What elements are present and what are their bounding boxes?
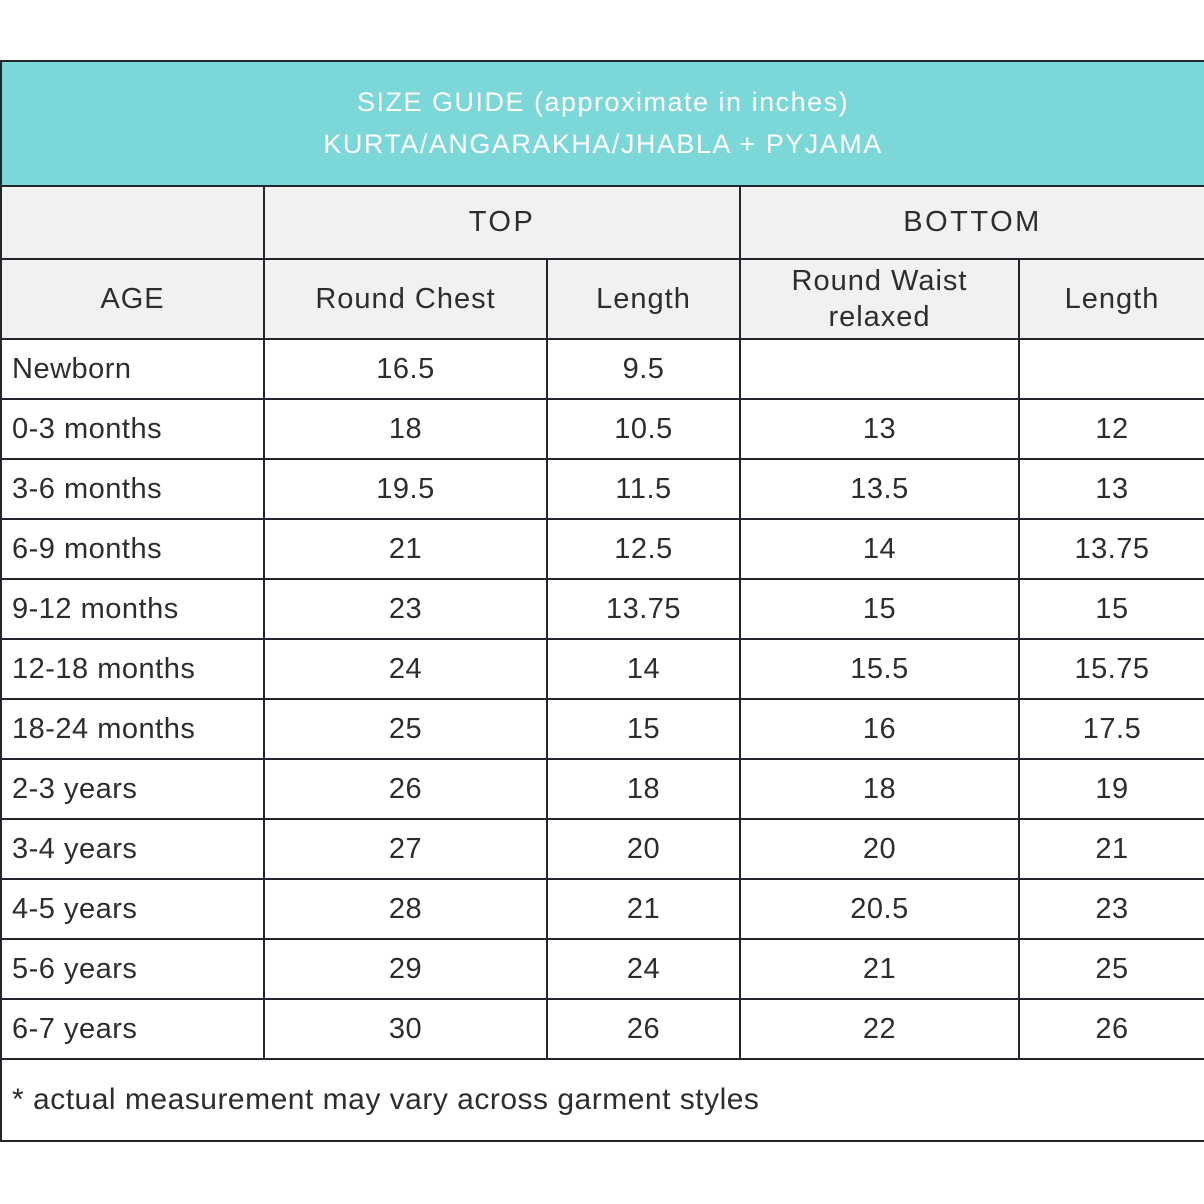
value-cell: 18 <box>263 398 548 460</box>
value-cell: 26 <box>263 758 548 820</box>
table-row: 0-3 months 18 10.5 13 12 <box>0 398 1204 460</box>
table-row: 6-7 years 30 26 22 26 <box>0 998 1204 1060</box>
table-row: 3-4 years 27 20 20 21 <box>0 818 1204 880</box>
value-cell: 15 <box>739 578 1020 640</box>
value-cell: 9.5 <box>546 338 741 400</box>
age-cell: Newborn <box>0 338 265 400</box>
age-cell: 12-18 months <box>0 638 265 700</box>
value-cell: 20.5 <box>739 878 1020 940</box>
value-cell: 11.5 <box>546 458 741 520</box>
value-cell: 22 <box>739 998 1020 1060</box>
age-cell: 3-4 years <box>0 818 265 880</box>
title-line-2: KURTA/ANGARAKHA/JHABLA + PYJAMA <box>323 128 883 159</box>
value-cell: 21 <box>546 878 741 940</box>
value-cell: 21 <box>1017 818 1204 880</box>
value-cell: 24 <box>263 638 548 700</box>
age-cell: 4-5 years <box>0 878 265 940</box>
round-waist-line-2: relaxed <box>828 301 931 333</box>
value-cell: 29 <box>263 938 548 1000</box>
table-row: 9-12 months 23 13.75 15 15 <box>0 578 1204 640</box>
value-cell: 10.5 <box>546 398 741 460</box>
value-cell: 16.5 <box>263 338 548 400</box>
value-cell: 13.75 <box>1017 518 1204 580</box>
value-cell: 14 <box>546 638 741 700</box>
value-cell: 12.5 <box>546 518 741 580</box>
value-cell: 30 <box>263 998 548 1060</box>
title-row: SIZE GUIDE (approximate in inches) KURTA… <box>0 60 1204 187</box>
table-row: 4-5 years 28 21 20.5 23 <box>0 878 1204 940</box>
size-table-body: Newborn 16.5 9.5 0-3 months 18 10.5 13 12 3-6 mo… <box>0 338 1204 1060</box>
value-cell: 15 <box>546 698 741 760</box>
value-cell <box>739 338 1020 400</box>
age-cell: 6-9 months <box>0 518 265 580</box>
value-cell: 19.5 <box>263 458 548 520</box>
value-cell: 18 <box>546 758 741 820</box>
value-cell: 21 <box>263 518 548 580</box>
value-cell: 13 <box>739 398 1020 460</box>
value-cell: 12 <box>1017 398 1204 460</box>
value-cell: 13.5 <box>739 458 1020 520</box>
table-row: 2-3 years 26 18 18 19 <box>0 758 1204 820</box>
value-cell: 16 <box>739 698 1020 760</box>
value-cell: 20 <box>546 818 741 880</box>
value-cell: 28 <box>263 878 548 940</box>
value-cell: 25 <box>1017 938 1204 1000</box>
column-header-round-chest: Round Chest <box>263 258 548 340</box>
table-row: 12-18 months 24 14 15.5 15.75 <box>0 638 1204 700</box>
value-cell: 23 <box>1017 878 1204 940</box>
value-cell: 13 <box>1017 458 1204 520</box>
table-row: 5-6 years 29 24 21 25 <box>0 938 1204 1000</box>
group-header-row: TOP BOTTOM <box>0 185 1204 260</box>
age-cell: 0-3 months <box>0 398 265 460</box>
table-row: 18-24 months 25 15 16 17.5 <box>0 698 1204 760</box>
value-cell: 21 <box>739 938 1020 1000</box>
table-title: SIZE GUIDE (approximate in inches) KURTA… <box>0 60 1204 187</box>
age-cell: 2-3 years <box>0 758 265 820</box>
column-header-age: AGE <box>0 258 265 340</box>
value-cell: 14 <box>739 518 1020 580</box>
table-row: 6-9 months 21 12.5 14 13.75 <box>0 518 1204 580</box>
table-row: Newborn 16.5 9.5 <box>0 338 1204 400</box>
size-guide-table: SIZE GUIDE (approximate in inches) KURTA… <box>0 60 1204 1142</box>
group-header-empty <box>0 185 265 260</box>
value-cell: 26 <box>546 998 741 1060</box>
value-cell: 26 <box>1017 998 1204 1060</box>
age-cell: 9-12 months <box>0 578 265 640</box>
column-header-row: AGE Round Chest Length Round Waist relax… <box>0 258 1204 340</box>
column-header-bottom-length: Length <box>1017 258 1204 340</box>
value-cell: 19 <box>1017 758 1204 820</box>
age-cell: 18-24 months <box>0 698 265 760</box>
group-header-top: TOP <box>263 185 741 260</box>
value-cell: 20 <box>739 818 1020 880</box>
value-cell: 13.75 <box>546 578 741 640</box>
group-header-bottom: BOTTOM <box>738 185 1204 260</box>
footnote-row: * actual measurement may vary across gar… <box>0 1058 1204 1142</box>
value-cell: 15.5 <box>739 638 1020 700</box>
value-cell: 18 <box>739 758 1020 820</box>
value-cell: 25 <box>263 698 548 760</box>
value-cell: 27 <box>263 818 548 880</box>
column-header-top-length: Length <box>546 258 741 340</box>
table-row: 3-6 months 19.5 11.5 13.5 13 <box>0 458 1204 520</box>
value-cell: 15.75 <box>1017 638 1204 700</box>
value-cell <box>1017 338 1204 400</box>
value-cell: 24 <box>546 938 741 1000</box>
value-cell: 17.5 <box>1017 698 1204 760</box>
age-cell: 6-7 years <box>0 998 265 1060</box>
column-header-round-waist: Round Waist relaxed <box>739 258 1020 340</box>
round-waist-line-1: Round Waist <box>791 264 968 297</box>
age-cell: 3-6 months <box>0 458 265 520</box>
title-line-1: SIZE GUIDE (approximate in inches) <box>356 86 850 117</box>
value-cell: 15 <box>1017 578 1204 640</box>
value-cell: 23 <box>263 578 548 640</box>
footnote-text: * actual measurement may vary across gar… <box>0 1058 1204 1142</box>
age-cell: 5-6 years <box>0 938 265 1000</box>
